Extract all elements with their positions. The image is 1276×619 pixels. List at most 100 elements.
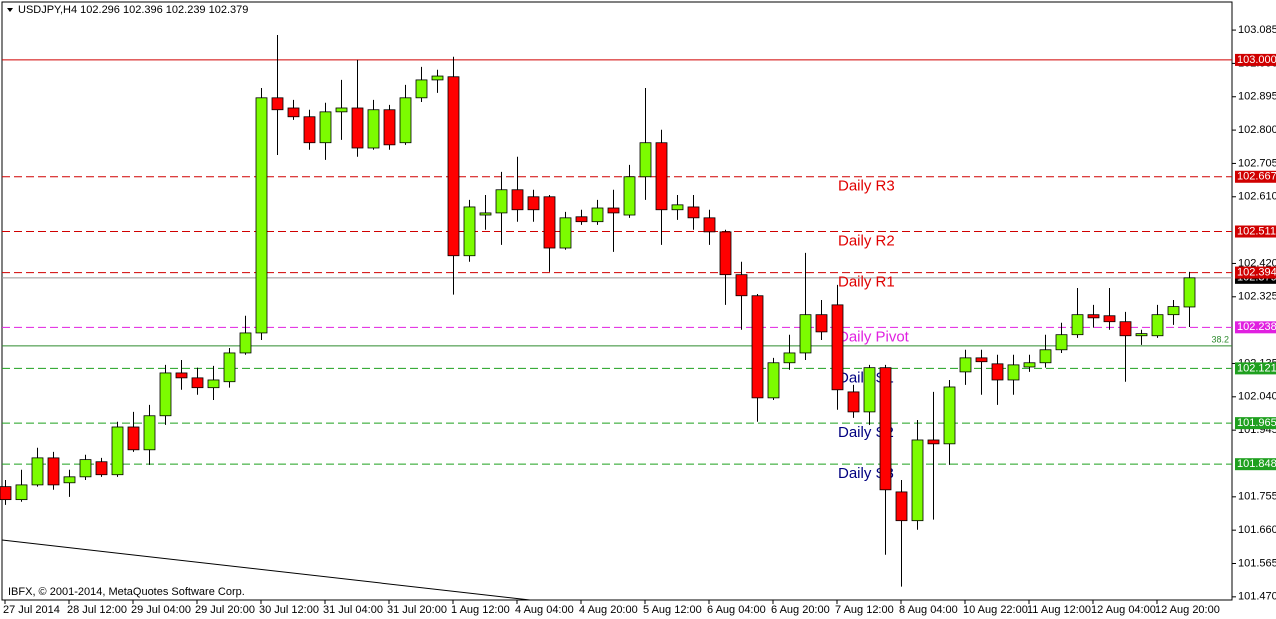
candle-body — [383, 109, 396, 146]
x-tick-label: 7 Aug 12:00 — [835, 604, 894, 616]
candle-body — [479, 212, 492, 216]
candle-body — [959, 357, 972, 373]
y-tick-label: 102.800 — [1238, 124, 1276, 136]
candle-body — [975, 357, 988, 363]
axes: 103.085102.990102.895102.800102.705102.6… — [3, 24, 1276, 616]
level-label-box — [1235, 458, 1276, 471]
trend-line — [1, 539, 531, 601]
x-tick-label: 11 Aug 12:00 — [1027, 604, 1091, 616]
candles — [0, 34, 1196, 587]
candle-body — [191, 377, 204, 389]
level-name: Daily R3 — [838, 178, 895, 195]
x-tick-label: 12 Aug 04:00 — [1091, 604, 1156, 616]
fib-label: 38.2 — [1211, 334, 1229, 344]
level-label: 103.000 — [1237, 54, 1276, 66]
candle-body — [751, 295, 764, 399]
x-tick-label: 29 Jul 20:00 — [195, 604, 255, 616]
candle-body — [799, 314, 812, 354]
menu-icon — [7, 8, 13, 12]
candle-body — [207, 379, 220, 389]
level-label: 102.667 — [1237, 171, 1276, 183]
candle-body — [991, 363, 1004, 381]
x-tick-label: 12 Aug 20:00 — [1155, 604, 1220, 616]
candle-body — [591, 207, 604, 223]
candle-body — [927, 439, 940, 445]
y-tick-label: 102.705 — [1238, 157, 1276, 169]
candle-body — [303, 116, 316, 144]
candle-body — [223, 352, 236, 383]
y-tick-label: 102.040 — [1238, 391, 1276, 403]
y-tick-label: 102.895 — [1238, 91, 1276, 103]
candle-body — [1183, 277, 1196, 308]
candle-body — [639, 142, 652, 178]
level-label-box — [1235, 321, 1276, 334]
candle-body — [831, 304, 844, 391]
y-tick-label: 102.420 — [1238, 257, 1276, 269]
x-tick-label: 27 Jul 2014 — [3, 604, 60, 616]
candle-body — [31, 457, 44, 486]
candle-body — [847, 391, 860, 413]
candle-body — [63, 476, 76, 484]
candle-body — [687, 206, 700, 219]
y-tick-label: 101.565 — [1238, 557, 1276, 569]
candle-body — [559, 217, 572, 249]
candle-body — [1039, 349, 1052, 364]
level-label-box — [1235, 362, 1276, 375]
candle-body — [623, 176, 636, 216]
candle-body — [415, 79, 428, 99]
x-tick-label: 4 Aug 04:00 — [515, 604, 574, 616]
candle-body — [815, 314, 828, 333]
chart-title: USDJPY,H4 102.296 102.396 102.239 102.37… — [18, 4, 248, 16]
candle-body — [335, 107, 348, 113]
candle-body — [895, 491, 908, 522]
candle-body — [127, 426, 140, 451]
candle-body — [767, 362, 780, 399]
level-label-box — [1235, 170, 1276, 183]
candle-body — [1007, 364, 1020, 381]
y-tick-label: 102.325 — [1238, 291, 1276, 303]
candle-body — [447, 76, 460, 257]
candle-body — [79, 459, 92, 478]
candle-body — [543, 196, 556, 249]
level-label-box — [1235, 417, 1276, 430]
candle-body — [367, 109, 380, 149]
candle-body — [655, 142, 668, 211]
x-tick-label: 31 Jul 20:00 — [387, 604, 447, 616]
candle-body — [527, 196, 540, 211]
level-label: 101.965 — [1237, 417, 1276, 429]
copyright: IBFX, © 2001-2014, MetaQuotes Software C… — [8, 586, 245, 598]
candle-body — [351, 107, 364, 149]
candle-body — [287, 107, 300, 118]
x-tick-label: 8 Aug 04:00 — [899, 604, 958, 616]
x-tick-label: 6 Aug 20:00 — [771, 604, 830, 616]
x-tick-label: 6 Aug 04:00 — [707, 604, 766, 616]
candle-body — [1071, 314, 1084, 336]
y-tick-label: 101.755 — [1238, 491, 1276, 503]
candle-body — [1087, 314, 1100, 319]
level-label-box — [1235, 225, 1276, 238]
level-name: Daily R1 — [838, 274, 895, 291]
candle-body — [15, 484, 28, 501]
candle-body — [911, 439, 924, 522]
candle-body — [607, 207, 620, 214]
level-label: 101.848 — [1237, 458, 1276, 470]
y-tick-label: 103.085 — [1238, 24, 1276, 36]
candle-body — [719, 231, 732, 276]
candle-body — [495, 189, 508, 214]
candle-body — [879, 367, 892, 491]
candle-body — [575, 216, 588, 223]
candle-body — [0, 486, 12, 501]
candle-body — [511, 189, 524, 211]
candle-body — [399, 97, 412, 144]
candle-body — [1167, 306, 1180, 316]
candle-body — [943, 386, 956, 445]
plot-frame — [1, 1, 1233, 601]
level-name: Daily Pivot — [838, 328, 910, 345]
candle-body — [783, 352, 796, 364]
level-label-box — [1235, 266, 1276, 279]
x-tick-label: 5 Aug 12:00 — [643, 604, 702, 616]
candle-body — [175, 372, 188, 379]
level-label: 102.238 — [1237, 321, 1276, 333]
candle-body — [1135, 333, 1148, 337]
x-tick-label: 28 Jul 12:00 — [67, 604, 127, 616]
